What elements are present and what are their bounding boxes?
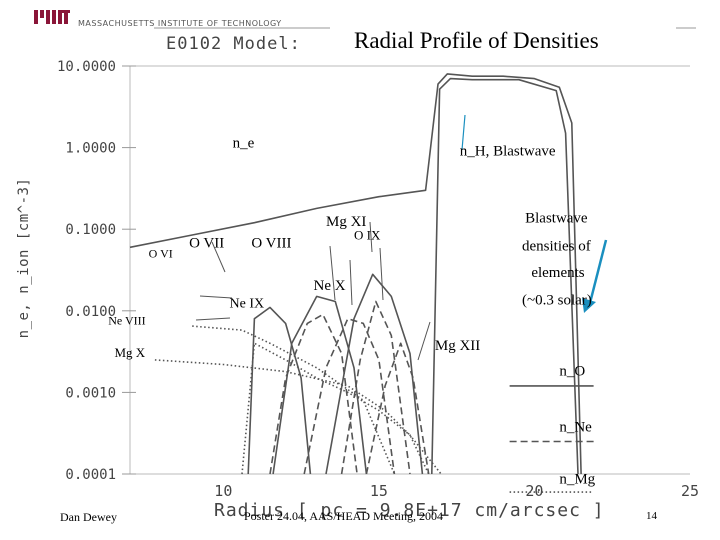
annotation-label: Mg XII: [435, 338, 480, 354]
footer-author: Dan Dewey: [60, 510, 117, 524]
annotation-label: O VII: [189, 235, 224, 251]
x-tick-label: 15: [370, 482, 388, 500]
series-line-mg-xi: [340, 300, 411, 475]
series-line-mg-xii: [365, 342, 430, 475]
annotation-label: n_e: [233, 136, 255, 152]
series-line-ne-ix: [269, 313, 358, 475]
annotation-label: Blastwave: [525, 211, 588, 227]
series-line-o-vii: [247, 306, 312, 475]
annotation-label: n_O: [559, 364, 585, 380]
model-label: E0102 Model:: [166, 34, 301, 54]
y-tick-label: 10.0000: [57, 59, 116, 75]
annotation-label: Ne IX: [230, 296, 265, 311]
series-line-n-h-blastwave: [431, 77, 579, 475]
series-line-n-e: [129, 73, 582, 475]
annotation-label: elements: [531, 265, 584, 281]
chart-title: Radial Profile of Densities: [354, 28, 599, 53]
annotation-label: n_Ne: [559, 420, 592, 436]
x-tick-label: 25: [681, 482, 699, 500]
series-line-o-vi: [241, 342, 442, 475]
annotation-label: O VI: [149, 246, 173, 260]
annotation-label: O IX: [354, 227, 381, 242]
mit-logo: [34, 10, 70, 24]
series-line-ne-x: [303, 317, 396, 475]
x-axis-label: Radius [ pc = 9.8E+17 cm/arcsec ]: [214, 500, 605, 521]
annotation-label: n_Mg: [559, 471, 595, 487]
series-line-mg-x: [154, 359, 430, 475]
annotation-label: Ne X: [314, 278, 346, 294]
annotation-label: Mg XI: [326, 214, 366, 230]
y-tick-label: 1.0000: [65, 141, 116, 157]
page-number: 14: [646, 510, 657, 522]
y-tick-label: 0.0001: [65, 467, 116, 483]
annotation-label: O VIII: [251, 235, 291, 251]
y-tick-label: 0.1000: [65, 222, 116, 238]
x-tick-label: 20: [525, 482, 543, 500]
y-tick-label: 0.0100: [65, 304, 116, 320]
annotation-label: (~0.3 solar): [522, 292, 592, 308]
series-line-o-ix: [325, 273, 424, 475]
annotation-label: densities of: [522, 238, 591, 254]
annotation-label: Ne VIII: [108, 313, 145, 327]
footer-meeting: Poster 24.04, AAS/HEAD Meeting, 2004: [244, 509, 443, 523]
institution-text: MASSACHUSETTS INSTITUTE OF TECHNOLOGY: [78, 19, 282, 28]
annotation-label: Mg X: [114, 345, 145, 360]
x-tick-label: 10: [214, 482, 232, 500]
y-tick-label: 0.0010: [65, 385, 116, 401]
blastwave-arrow: [582, 239, 608, 313]
annotation-label: n_H, Blastwave: [460, 144, 556, 160]
